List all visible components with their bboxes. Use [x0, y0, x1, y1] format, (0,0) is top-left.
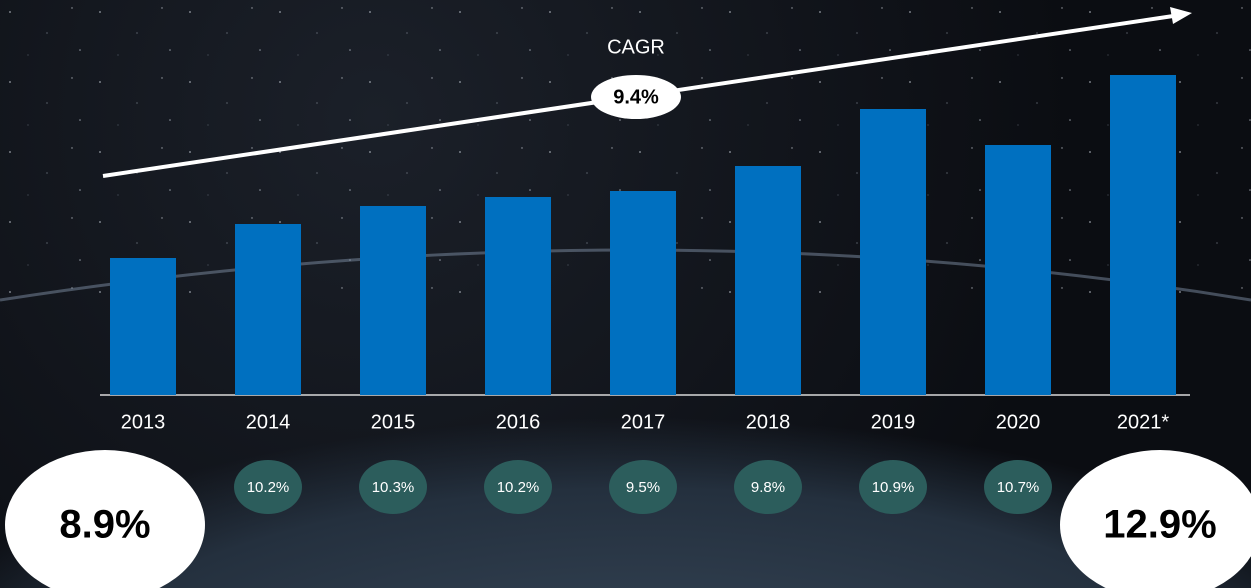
bar: [110, 258, 176, 395]
share-badge: [484, 460, 552, 514]
share-label: 10.2%: [247, 479, 290, 496]
x-tick-label: 2019: [871, 411, 916, 433]
share-badge: [859, 460, 927, 514]
share-badge-large: [1060, 450, 1251, 588]
bar: [735, 166, 801, 395]
share-label: 10.9%: [872, 479, 915, 496]
x-tick-label: 2017: [621, 411, 666, 433]
x-tick-label: 2020: [996, 411, 1041, 433]
share-label: 10.7%: [997, 479, 1040, 496]
bar: [360, 206, 426, 395]
bar: [610, 191, 676, 395]
share-badge-large: [5, 450, 205, 588]
x-tick-label: 2015: [371, 411, 416, 433]
x-tick-label: 2018: [746, 411, 791, 433]
bar: [235, 224, 301, 395]
cagr-badge: [591, 75, 681, 119]
share-badge: [609, 460, 677, 514]
share-badge: [234, 460, 302, 514]
share-label: 9.8%: [751, 479, 785, 496]
share-label: 10.3%: [372, 479, 415, 496]
share-badge: [359, 460, 427, 514]
share-badge: [984, 460, 1052, 514]
x-tick-label: 2016: [496, 411, 541, 433]
bar: [985, 145, 1051, 395]
share-label: 9.5%: [626, 479, 660, 496]
x-tick-label: 2013: [121, 411, 166, 433]
bar: [485, 197, 551, 395]
bar: [1110, 75, 1176, 395]
chart-title: CAGR: [607, 36, 665, 58]
bar: [860, 109, 926, 395]
share-label-large: 12.9%: [1103, 503, 1216, 547]
share-label: 10.2%: [497, 479, 540, 496]
cagr-value: 9.4%: [613, 86, 659, 108]
x-tick-label: 2021*: [1117, 411, 1169, 433]
share-badge: [734, 460, 802, 514]
cagr-arrow-head: [1170, 7, 1192, 24]
share-label-large: 8.9%: [59, 503, 150, 547]
x-tick-label: 2014: [246, 411, 291, 433]
